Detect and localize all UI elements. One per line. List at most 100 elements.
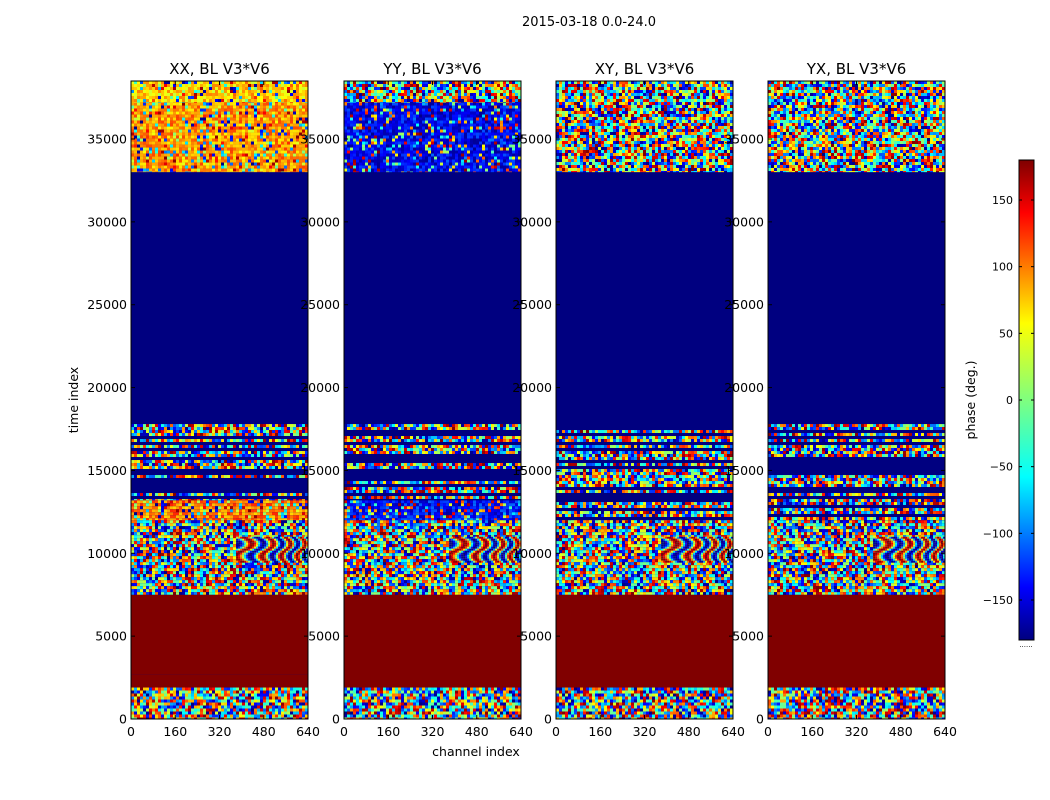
heat-cell: [224, 427, 227, 431]
heat-cell: [221, 512, 224, 516]
heat-cell: [260, 523, 263, 527]
heat-cell: [185, 108, 188, 112]
fringe-cell: [274, 558, 277, 561]
heat-cell: [185, 532, 188, 536]
heat-cell: [209, 427, 212, 431]
heat-cell: [203, 433, 206, 437]
heat-cell: [152, 102, 155, 106]
heat-cell: [215, 541, 218, 545]
heat-cell: [185, 690, 188, 694]
heat-cell: [194, 451, 197, 455]
heat-cell: [188, 503, 191, 507]
heat-cell: [209, 153, 212, 157]
heat-cell: [248, 693, 251, 697]
heat-cell: [257, 445, 260, 449]
heat-cell: [263, 499, 266, 501]
heat-cell: [158, 711, 161, 715]
heat-cell: [287, 439, 290, 443]
heat-cell: [287, 108, 290, 112]
heat-cell: [191, 544, 194, 548]
fringe-cell: [290, 552, 293, 555]
heat-cell: [176, 526, 179, 530]
heat-cell: [233, 114, 236, 118]
heat-cell: [263, 114, 266, 118]
heat-cell: [134, 503, 137, 507]
heat-cell: [161, 506, 164, 510]
fringe-cell: [252, 556, 255, 559]
heat-cell: [302, 592, 305, 595]
heat-cell: [302, 451, 305, 455]
heat-cell: [254, 105, 257, 109]
heat-cell: [299, 512, 302, 516]
heat-cell: [131, 466, 134, 470]
heat-cell: [302, 129, 305, 133]
heat-cell: [248, 120, 251, 124]
heat-cell: [197, 556, 200, 560]
heat-cell: [242, 526, 245, 530]
fringe-cell: [306, 550, 308, 553]
heat-cell: [197, 583, 200, 587]
heat-cell: [266, 518, 269, 521]
heat-cell: [278, 138, 281, 142]
heat-cell: [206, 526, 209, 530]
heat-cell: [134, 541, 137, 545]
heat-cell: [215, 544, 218, 548]
heat-cell: [185, 102, 188, 106]
heat-cell: [230, 433, 233, 437]
heat-cell: [248, 687, 251, 691]
fringe-cell: [284, 556, 287, 559]
heat-cell: [158, 574, 161, 578]
heat-cell: [224, 126, 227, 130]
heat-cell: [161, 550, 164, 554]
heat-cell: [140, 493, 143, 497]
heat-cell: [224, 117, 227, 121]
heat-cell: [242, 568, 245, 572]
heat-cell: [296, 529, 299, 533]
heat-cell: [164, 451, 167, 455]
fringe-cell: [244, 536, 247, 539]
heat-cell: [134, 687, 137, 691]
heat-cell: [164, 123, 167, 127]
heat-cell: [218, 512, 221, 516]
heat-cell: [137, 583, 140, 587]
heat-cell: [137, 430, 140, 434]
heat-cell: [176, 574, 179, 578]
heat-cell: [155, 503, 158, 507]
fringe-cell: [266, 554, 269, 557]
heat-cell: [143, 696, 146, 700]
heat-cell: [233, 586, 236, 590]
heat-cell: [146, 544, 149, 548]
heat-cell: [254, 589, 257, 593]
heat-cell: [275, 135, 278, 139]
heat-cell: [185, 583, 188, 587]
heat-cell: [275, 503, 278, 507]
fringe-cell: [272, 550, 275, 553]
heat-cell: [158, 439, 161, 443]
heat-cell: [158, 589, 161, 593]
heat-cell: [212, 466, 215, 470]
heat-cell: [185, 117, 188, 121]
heat-cell: [206, 439, 209, 443]
heat-cell: [191, 553, 194, 557]
heat-cell: [221, 532, 224, 536]
heat-cell: [281, 589, 284, 593]
fringe-cell: [262, 546, 265, 549]
heat-cell: [245, 132, 248, 136]
heat-cell: [248, 711, 251, 715]
heat-cell: [209, 135, 212, 139]
heat-cell: [221, 553, 224, 557]
heat-cell: [179, 714, 182, 718]
heat-cell: [284, 532, 287, 536]
panels: XX, BL V3*V60 160 320 480 640050001000015000…: [87, 60, 957, 739]
fringe-cell: [292, 546, 295, 549]
heat-cell: [218, 526, 221, 530]
heat-cell: [179, 512, 182, 516]
fringe-cell: [262, 554, 265, 557]
heat-cell: [170, 433, 173, 437]
heat-cell: [254, 102, 257, 106]
heat-cell: [146, 515, 149, 519]
heat-cell: [185, 153, 188, 157]
heat-cell: [272, 592, 275, 595]
fringe-cell: [280, 548, 283, 551]
heat-cell: [182, 693, 185, 697]
